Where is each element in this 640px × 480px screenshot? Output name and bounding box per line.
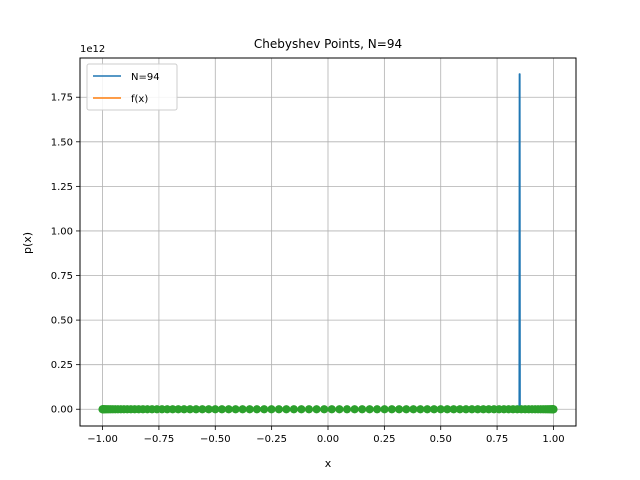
scatter-point xyxy=(373,405,382,414)
y-tick-label: 0.75 xyxy=(51,271,73,282)
scatter-point xyxy=(380,405,389,414)
scatter-point xyxy=(282,405,291,414)
scatter-point xyxy=(462,405,471,414)
scatter-point xyxy=(467,405,476,414)
scatter-point xyxy=(402,405,411,414)
y-tick-label: 1.00 xyxy=(51,226,73,237)
scatter-point xyxy=(245,405,254,414)
scatter-point xyxy=(473,405,482,414)
scatter-point xyxy=(260,405,269,414)
scatter-point xyxy=(198,405,207,414)
scatter-point xyxy=(436,405,445,414)
scatter-point xyxy=(423,405,432,414)
scatter-point xyxy=(231,405,240,414)
scatter-point xyxy=(312,405,321,414)
x-tick-label: 0.50 xyxy=(430,434,452,445)
x-tick-label: 1.00 xyxy=(542,434,564,445)
scatter-point xyxy=(217,405,226,414)
scatter-point xyxy=(365,405,374,414)
scatter-point xyxy=(297,405,306,414)
x-axis-ticks: −1.00 −0.75 −0.50 −0.25 0.00 0.25 0.50 0.75 1.00 xyxy=(87,426,565,445)
scatter-point xyxy=(343,405,352,414)
scatter-point xyxy=(174,405,183,414)
scatter-point xyxy=(335,405,344,414)
legend: N=94 f(x) xyxy=(86,63,178,111)
y-tick-label: 1.50 xyxy=(51,137,73,148)
scatter-point xyxy=(443,405,452,414)
scatter-point xyxy=(479,405,488,414)
x-axis-label: x xyxy=(325,457,332,470)
y-tick-label: 0.25 xyxy=(51,360,73,371)
y-offset-text: 1e12 xyxy=(80,44,105,55)
scatter-point xyxy=(98,405,107,414)
scatter-point xyxy=(350,405,359,414)
scatter-point xyxy=(409,405,418,414)
y-tick-label: 0.00 xyxy=(51,405,73,416)
chart-title: Chebyshev Points, N=94 xyxy=(254,37,402,51)
scatter-point xyxy=(327,405,336,414)
scatter-point xyxy=(252,405,261,414)
x-tick-label: −1.00 xyxy=(87,434,118,445)
scatter-point xyxy=(387,405,396,414)
scatter-point xyxy=(395,405,404,414)
scatter-point xyxy=(320,405,329,414)
axes-frame xyxy=(79,57,577,427)
y-tick-label: 0.50 xyxy=(51,316,73,327)
y-axis-label: p(x) xyxy=(21,232,34,254)
x-tick-label: −0.50 xyxy=(200,434,231,445)
x-tick-label: −0.25 xyxy=(256,434,287,445)
y-tick-label: 1.75 xyxy=(51,93,73,104)
scatter-point xyxy=(192,405,201,414)
scatter-point xyxy=(267,405,276,414)
x-tick-label: 0.25 xyxy=(373,434,395,445)
scatter-point xyxy=(238,405,247,414)
scatter-point xyxy=(211,405,220,414)
plot-area xyxy=(98,73,558,414)
scatter-point xyxy=(430,405,439,414)
x-tick-label: 0.75 xyxy=(486,434,508,445)
x-tick-label: 0.00 xyxy=(317,434,339,445)
legend-label-fx: f(x) xyxy=(131,94,148,105)
y-axis-ticks: 0.00 0.25 0.50 0.75 1.00 1.25 1.50 1.75 xyxy=(51,93,80,416)
scatter-point xyxy=(274,405,283,414)
scatter-point xyxy=(304,405,313,414)
scatter-point xyxy=(416,405,425,414)
scatter-point xyxy=(289,405,298,414)
scatter-point xyxy=(224,405,233,414)
scatter-point xyxy=(449,405,458,414)
scatter-point xyxy=(185,405,194,414)
scatter-point xyxy=(358,405,367,414)
scatter-point xyxy=(180,405,189,414)
scatter-point xyxy=(455,405,464,414)
y-tick-label: 1.25 xyxy=(51,182,73,193)
legend-label-n94: N=94 xyxy=(131,72,160,83)
scatter-point xyxy=(204,405,213,414)
x-tick-label: −0.75 xyxy=(144,434,175,445)
